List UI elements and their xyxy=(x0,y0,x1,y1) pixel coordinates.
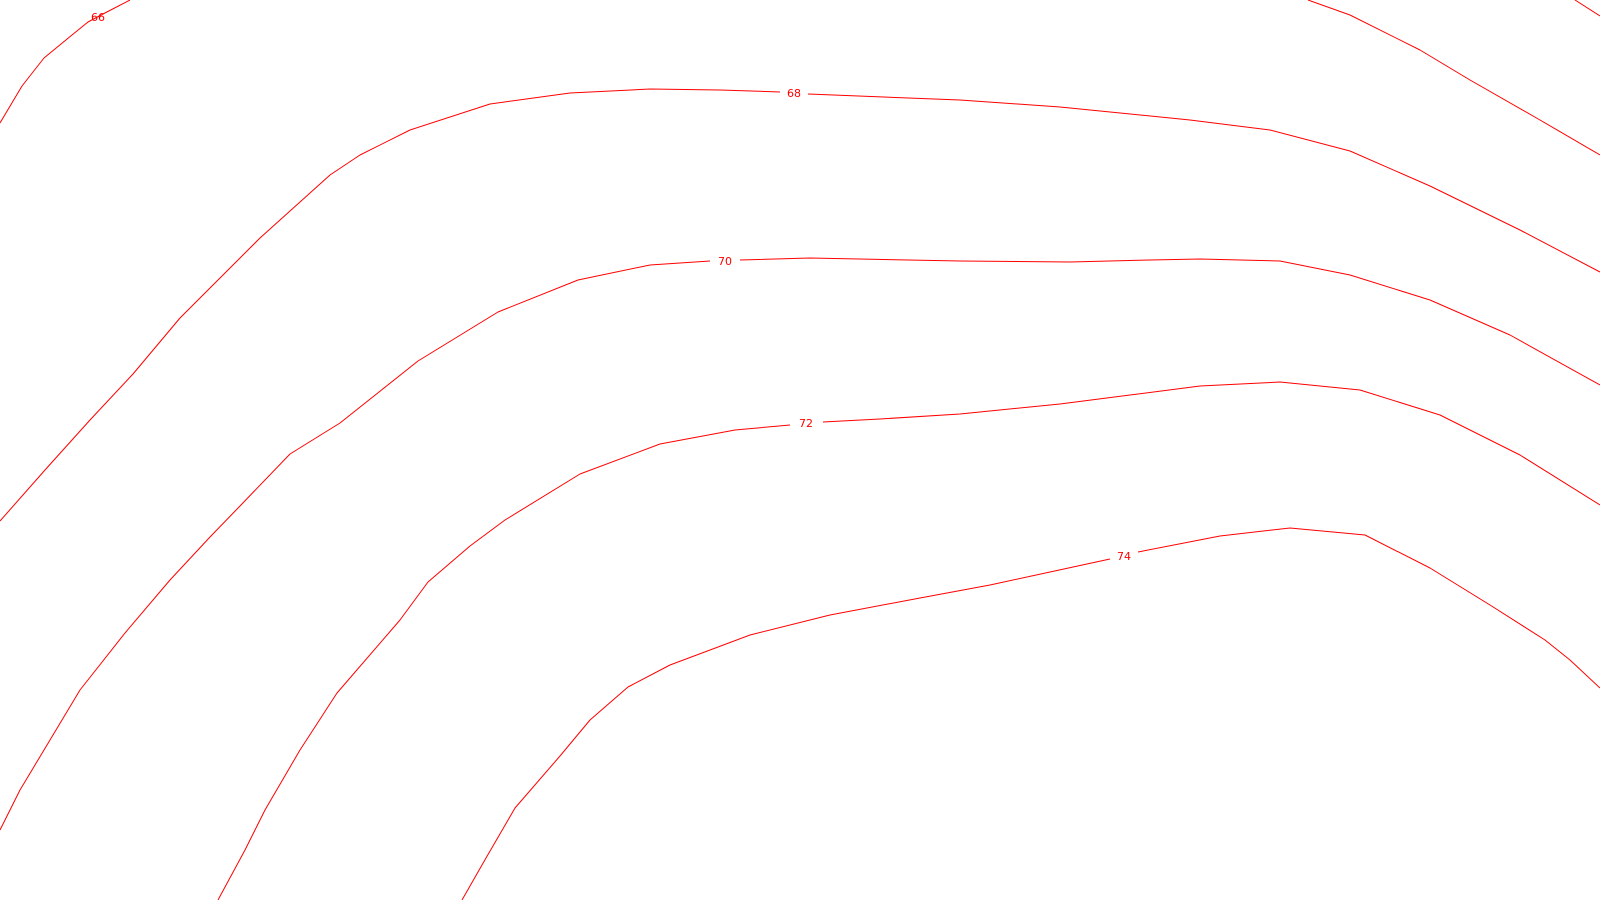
contour-label-70: 70 xyxy=(718,255,732,268)
contour-label-74: 74 xyxy=(1117,550,1131,563)
contour-label-68: 68 xyxy=(787,87,801,100)
contour-line-70 xyxy=(0,257,1600,831)
contour-label-72: 72 xyxy=(799,417,813,430)
contour-line-68 xyxy=(0,88,1600,522)
contour-line-74 xyxy=(461,527,1600,900)
contour-line-68-east xyxy=(1307,0,1600,156)
contour-line-66-east xyxy=(1574,0,1600,17)
contour-label-66: 66 xyxy=(91,11,105,24)
contour-line-72 xyxy=(217,381,1600,900)
contour-line-66 xyxy=(0,0,131,124)
